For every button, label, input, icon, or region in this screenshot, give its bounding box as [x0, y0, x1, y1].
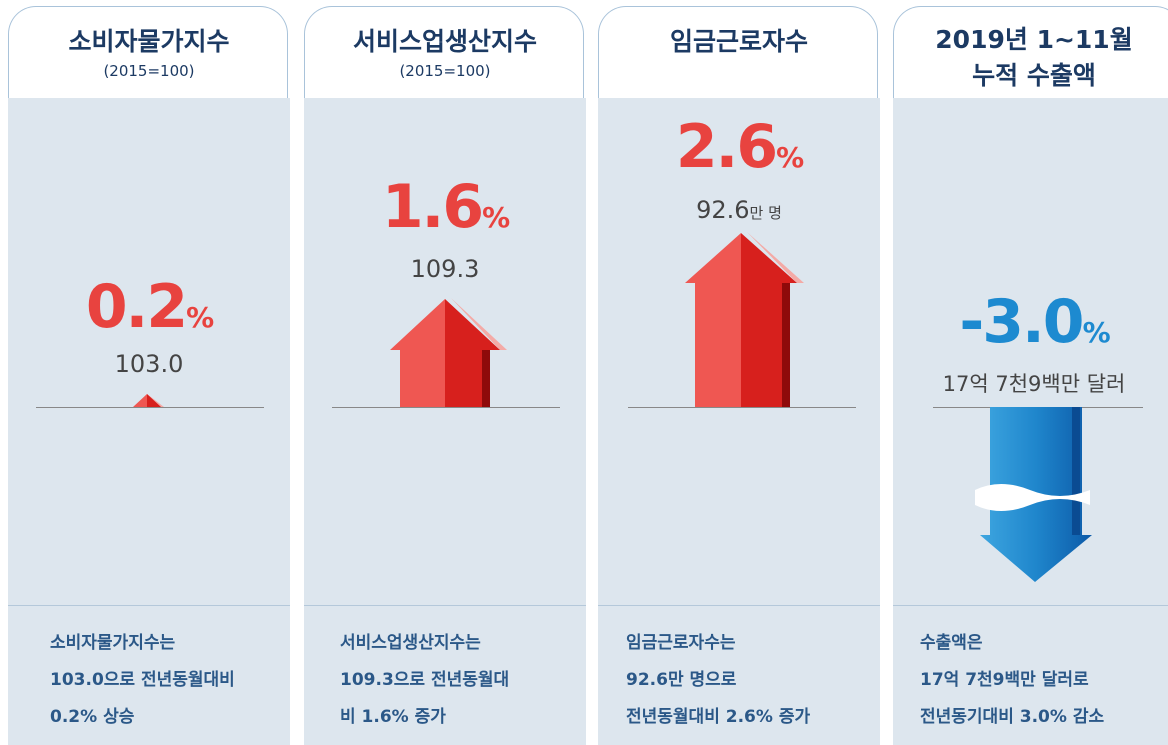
arrows	[0, 0, 1168, 745]
up-arrow	[390, 298, 507, 407]
down-arrow	[975, 407, 1092, 582]
up-arrow	[133, 394, 164, 407]
up-arrow	[685, 232, 804, 407]
infographic: 소비자물가지수 (2015=100) 0.2% 103.0 소비자물가지수는 1…	[0, 0, 1168, 745]
